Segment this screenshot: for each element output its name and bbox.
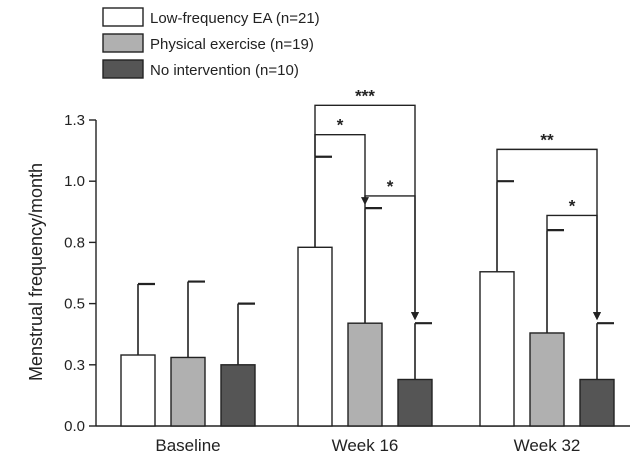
bar (529, 332, 565, 427)
legend: Low-frequency EA (n=21) Physical exercise… (102, 7, 320, 79)
significance-arrow (593, 312, 601, 321)
y-tick-label: 1.0 (64, 173, 85, 190)
bar (397, 378, 433, 427)
legend-swatch (102, 7, 144, 27)
legend-label: No intervention (n=10) (150, 62, 299, 79)
significance-label: *** (355, 86, 375, 105)
y-axis: 0.0 0.3 0.5 0.8 1.0 1.3 (64, 112, 97, 435)
y-tick-label: 0.0 (64, 418, 85, 435)
bar (120, 354, 156, 427)
significance-brackets: ******** (314, 86, 601, 321)
legend-swatch (102, 59, 144, 79)
bar (220, 364, 256, 427)
legend-swatch (102, 33, 144, 53)
y-axis-title: Menstrual frequency/month (26, 163, 46, 381)
bar (479, 271, 515, 427)
significance-bracket (364, 195, 416, 318)
legend-label: Physical exercise (n=19) (150, 36, 314, 53)
y-tick-label: 1.3 (64, 112, 85, 129)
x-tick-label: Baseline (155, 436, 220, 455)
y-tick-label: 0.3 (64, 357, 85, 374)
legend-label: Low-frequency EA (n=21) (150, 10, 320, 27)
x-tick-label: Week 16 (332, 436, 399, 455)
x-axis: Baseline Week 16 Week 32 (96, 425, 630, 455)
significance-label: * (337, 116, 344, 135)
bar (170, 356, 206, 427)
significance-arrow (411, 312, 419, 321)
y-tick-label: 0.5 (64, 296, 85, 313)
x-tick-label: Week 32 (514, 436, 581, 455)
significance-label: * (569, 196, 576, 215)
significance-bracket (314, 133, 366, 203)
bar (347, 322, 383, 427)
y-tick-label: 0.8 (64, 234, 85, 251)
bar (297, 246, 333, 427)
bar (579, 378, 615, 427)
significance-label: ** (540, 130, 554, 149)
significance-bracket (546, 214, 598, 318)
significance-label: * (387, 177, 394, 196)
bars (120, 155, 615, 427)
